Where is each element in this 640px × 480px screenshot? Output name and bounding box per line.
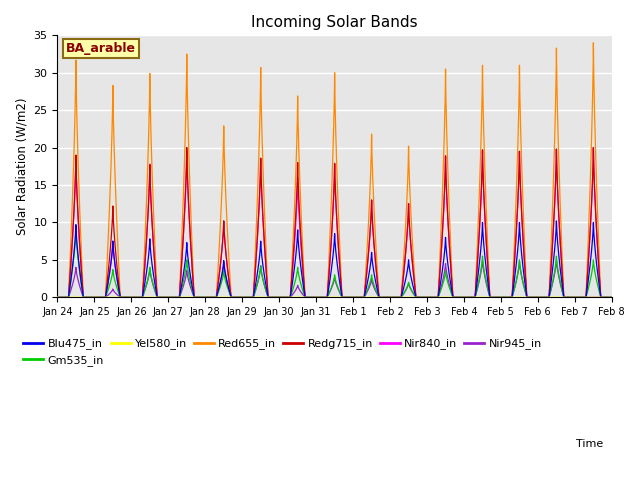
Text: Time: Time [576, 439, 604, 449]
Legend: Blu475_in, Gm535_in, Yel580_in, Red655_in, Redg715_in, Nir840_in, Nir945_in: Blu475_in, Gm535_in, Yel580_in, Red655_i… [19, 334, 546, 370]
Y-axis label: Solar Radiation (W/m2): Solar Radiation (W/m2) [15, 97, 28, 235]
Title: Incoming Solar Bands: Incoming Solar Bands [252, 15, 418, 30]
Text: BA_arable: BA_arable [66, 42, 136, 55]
